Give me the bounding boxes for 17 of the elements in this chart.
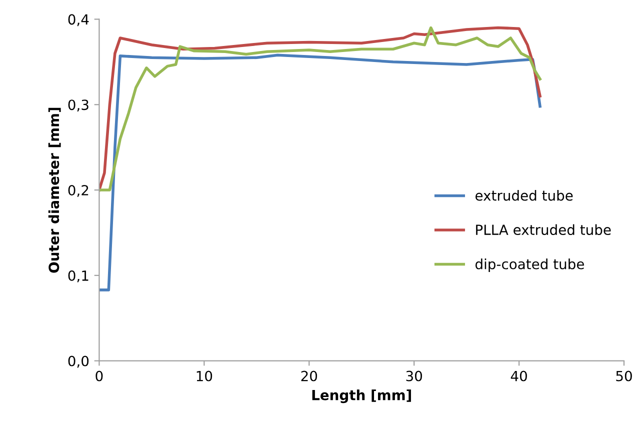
y-tick-label: 0,1 [68,270,88,282]
y-axis-title: Outer diameter [mm] [48,108,61,273]
legend-label: extruded tube [476,190,573,201]
x-tick-label: 30 [406,370,422,382]
y-tick-label: 0,0 [68,356,89,368]
x-tick-label: 20 [301,370,318,382]
x-axis-title: Length [mm] [312,390,411,404]
x-tick-label: 0 [96,370,103,382]
y-tick-label: 0,4 [68,14,89,26]
legend-label: dip-coated tube [476,258,584,272]
line-series [99,26,542,192]
y-tick-label: 0,3 [68,100,88,112]
x-tick-label: 40 [510,370,527,382]
legend-label: PLLA extruded tube [476,224,611,236]
x-tick-label: 50 [616,370,632,382]
y-tick-label: 0,2 [68,184,88,197]
x-tick-label: 10 [196,370,212,382]
